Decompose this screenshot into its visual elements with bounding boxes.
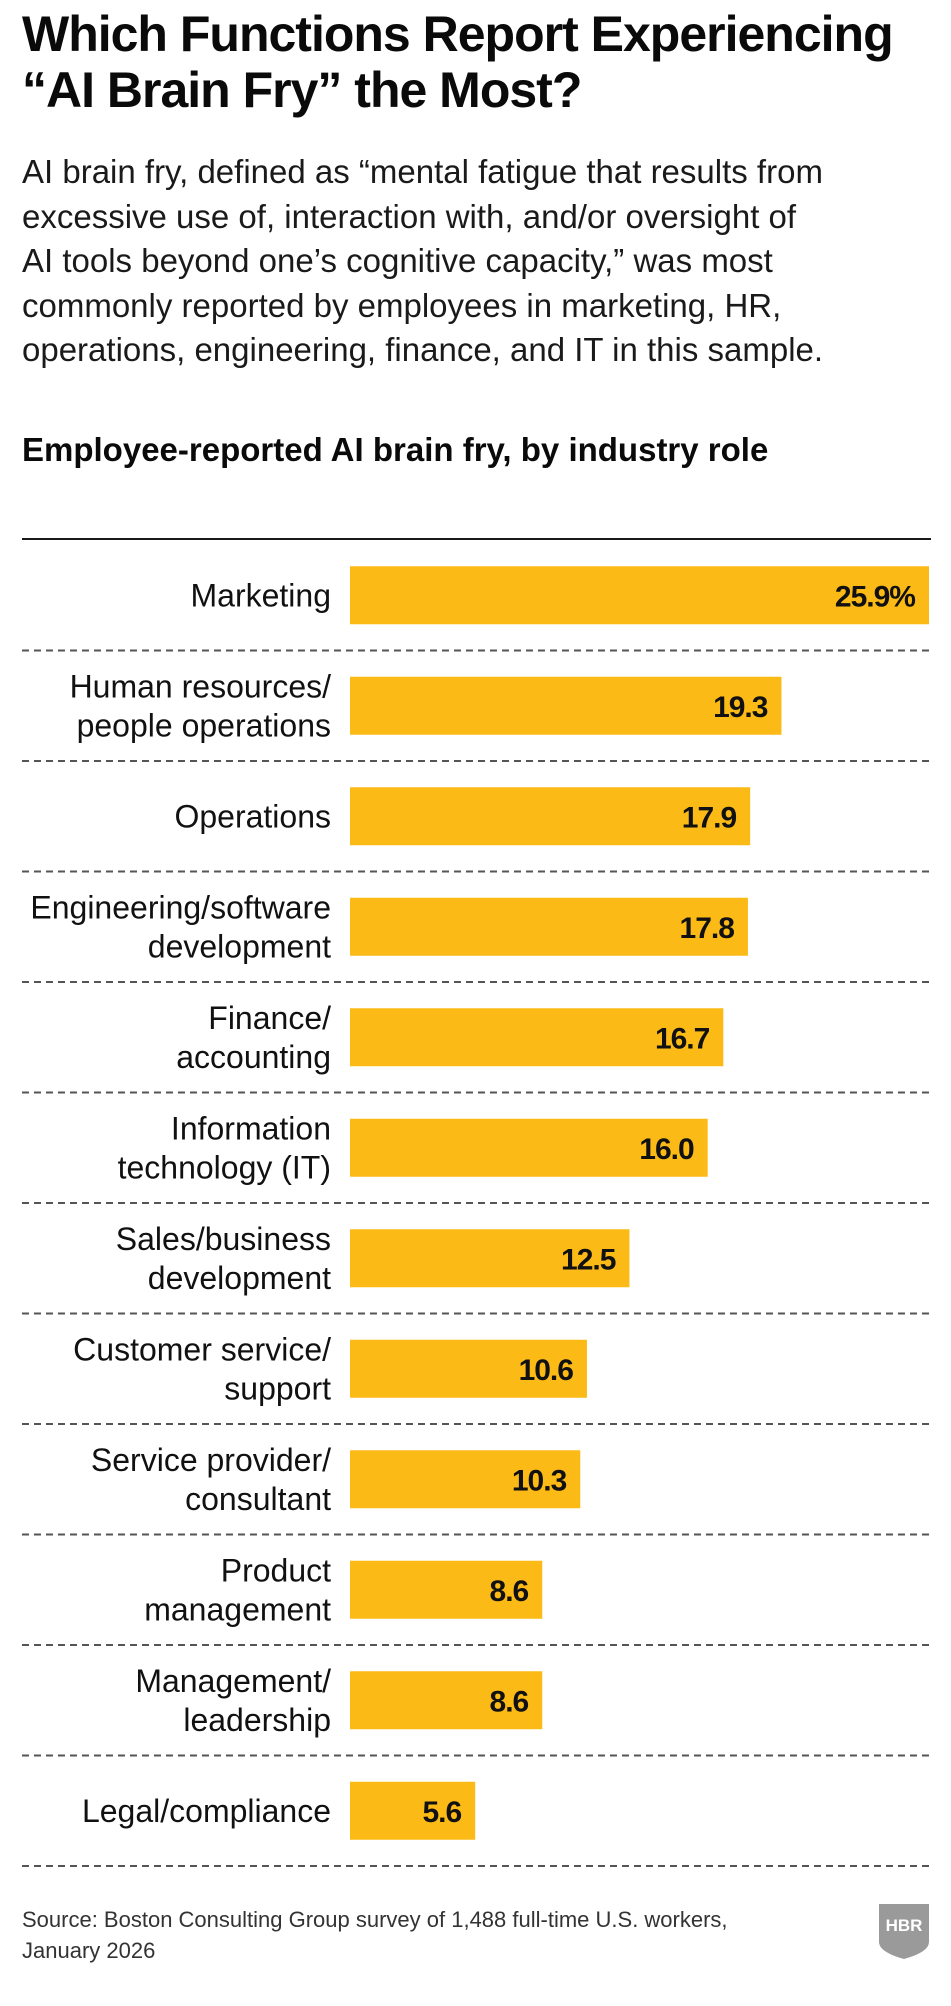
category-label: Product	[221, 1552, 331, 1588]
category-label: Marketing	[191, 577, 332, 613]
bar	[350, 1450, 581, 1509]
value-label: 25.9%	[835, 580, 915, 613]
category-label: Customer service/	[73, 1331, 331, 1367]
bar	[350, 566, 929, 625]
category-label: Sales/business	[116, 1221, 331, 1257]
chart-heading: Employee-reported AI brain fry, by indus…	[22, 431, 769, 468]
category-label: Human resources/	[70, 668, 332, 704]
category-label: accounting	[176, 1039, 331, 1075]
category-label: Management/	[135, 1663, 331, 1699]
value-label: 17.9	[682, 801, 737, 834]
value-label: 5.6	[422, 1796, 461, 1829]
category-label: development	[148, 928, 331, 964]
value-label: 10.6	[519, 1354, 574, 1387]
chart-row: Service provider/consultant 10.3	[22, 1442, 931, 1536]
bar	[350, 676, 782, 735]
category-label: Finance/	[208, 1000, 331, 1036]
category-label: management	[144, 1591, 331, 1627]
bar	[350, 787, 751, 846]
chart-row: Human resources/people operations 19.3	[22, 668, 931, 762]
category-label: leadership	[183, 1702, 331, 1738]
bar	[350, 1781, 476, 1840]
category-label: Service provider/	[91, 1442, 331, 1478]
category-label: Engineering/software	[30, 889, 331, 925]
source-note: Source: Boston Consulting Group survey o…	[22, 1904, 872, 1966]
chart-title: Which Functions Report Experiencing “AI …	[22, 6, 937, 118]
value-label: 16.0	[639, 1133, 694, 1166]
bar	[350, 1339, 587, 1398]
category-label: Operations	[174, 798, 331, 834]
category-label: support	[224, 1370, 331, 1406]
chart-row: Marketing 25.9%	[22, 566, 931, 652]
title-line-1: Which Functions Report Experiencing	[22, 6, 894, 62]
hbr-shield-icon	[879, 1904, 929, 1959]
title-line-2: “AI Brain Fry” the Most?	[22, 62, 582, 118]
chart-row: Management/leadership 8.6	[22, 1663, 931, 1757]
value-label: 19.3	[713, 691, 768, 724]
bar	[350, 1560, 543, 1619]
category-label: Legal/compliance	[82, 1793, 331, 1829]
value-label: 16.7	[655, 1022, 710, 1055]
chart-row: Customer service/support 10.6	[22, 1331, 931, 1425]
chart-row: Finance/accounting 16.7	[22, 1000, 931, 1094]
top-rule	[22, 538, 931, 540]
description-line-2: excessive use of, interaction with, and/…	[22, 197, 797, 235]
source-line-1: Source: Boston Consulting Group survey o…	[22, 1907, 728, 1932]
value-label: 17.8	[680, 912, 735, 945]
description-line-1: AI brain fry, defined as “mental fatigue…	[22, 153, 823, 190]
bar	[350, 1671, 543, 1730]
source-line-2: January 2026	[22, 1938, 156, 1963]
bar	[350, 1118, 708, 1177]
category-label: consultant	[185, 1481, 331, 1517]
value-label: 8.6	[490, 1685, 529, 1718]
value-label: 10.3	[512, 1464, 567, 1497]
value-label: 12.5	[561, 1243, 616, 1276]
category-label: people operations	[77, 707, 331, 743]
bar	[350, 897, 748, 956]
chart-description: AI brain fry, defined as “mental fatigue…	[22, 150, 937, 373]
bar	[350, 1229, 630, 1288]
chart-row: Legal/compliance 5.6	[22, 1781, 931, 1867]
bar-chart: Marketing 25.9% Human resources/people ope…	[22, 566, 931, 1867]
description-line-5: operations, engineering, finance, and IT…	[22, 331, 824, 368]
category-label: technology (IT)	[118, 1149, 331, 1185]
bar	[350, 1008, 724, 1067]
category-label: development	[148, 1260, 331, 1296]
hbr-logo: HBR	[879, 1904, 929, 1959]
category-label: Information	[171, 1110, 331, 1146]
value-label: 8.6	[490, 1575, 529, 1608]
hbr-logo-text: HBR	[886, 1916, 923, 1935]
description-line-4: commonly reported by employees in market…	[22, 286, 782, 324]
description-line-3: AI tools beyond one’s cognitive capacity…	[22, 242, 773, 279]
chart-row: Operations 17.9	[22, 787, 931, 873]
